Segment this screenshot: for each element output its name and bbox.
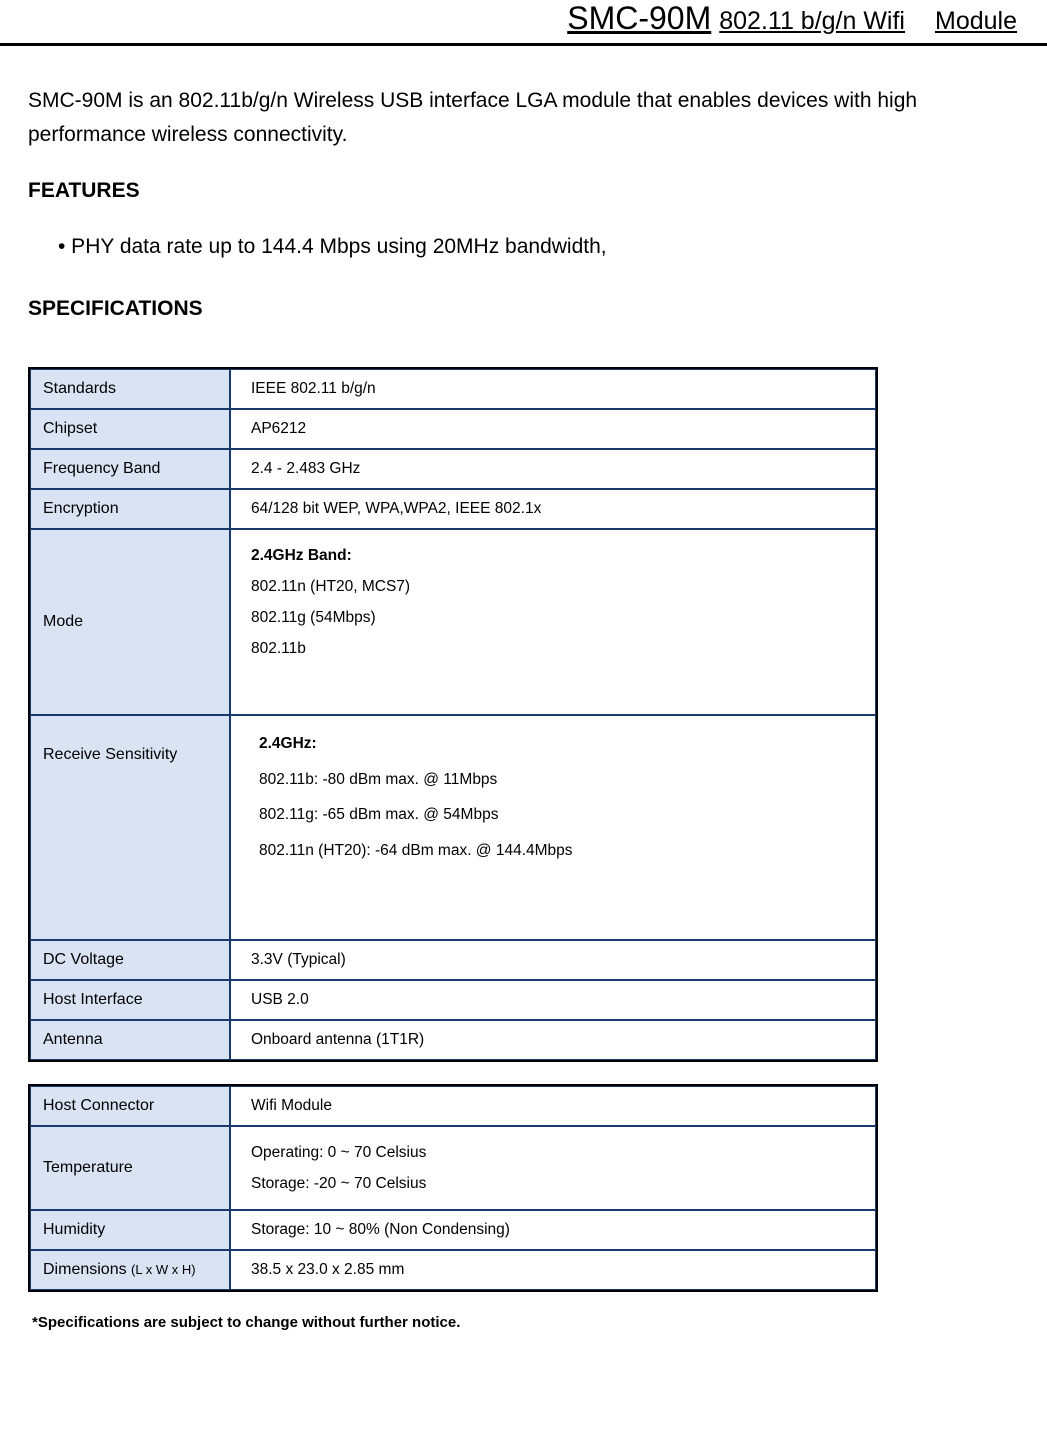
table-row: Frequency Band 2.4 - 2.483 GHz: [30, 449, 876, 489]
table-row-mode: Mode 2.4GHz Band: 802.11n (HT20, MCS7) 8…: [30, 529, 876, 715]
dim-sub: (L x W x H): [131, 1262, 196, 1277]
table-row: Host Connector Wifi Module: [30, 1086, 876, 1126]
mode-heading: 2.4GHz Band:: [251, 540, 855, 571]
spec-label: Antenna: [30, 1020, 230, 1060]
header-subtitle-right: Module: [935, 7, 1017, 36]
table-row: Encryption 64/128 bit WEP, WPA,WPA2, IEE…: [30, 489, 876, 529]
mode-line: 802.11g (54Mbps): [251, 602, 855, 633]
spec-label-dimensions: Dimensions (L x W x H): [30, 1250, 230, 1290]
spec-label: Frequency Band: [30, 449, 230, 489]
features-title: FEATURES: [28, 179, 1019, 203]
intro-paragraph: SMC-90M is an 802.11b/g/n Wireless USB i…: [28, 84, 1019, 151]
spec-value: Storage: 10 ~ 80% (Non Condensing): [230, 1210, 876, 1250]
spec-value: AP6212: [230, 409, 876, 449]
spec-label: Encryption: [30, 489, 230, 529]
sensitivity-line: 802.11n (HT20): -64 dBm max. @ 144.4Mbps: [259, 833, 855, 869]
spec-label: Chipset: [30, 409, 230, 449]
spec-value: 38.5 x 23.0 x 2.85 mm: [230, 1250, 876, 1290]
sensitivity-line: 802.11g: -65 dBm max. @ 54Mbps: [259, 797, 855, 833]
content-area: SMC-90M is an 802.11b/g/n Wireless USB i…: [0, 84, 1047, 1331]
table-row: Chipset AP6212: [30, 409, 876, 449]
spec-label: Standards: [30, 369, 230, 409]
specifications-title: SPECIFICATIONS: [28, 297, 1019, 321]
spec-label: DC Voltage: [30, 940, 230, 980]
table-row: Humidity Storage: 10 ~ 80% (Non Condensi…: [30, 1210, 876, 1250]
table-row-temperature: Temperature Operating: 0 ~ 70 Celsius St…: [30, 1126, 876, 1210]
table-row-dimensions: Dimensions (L x W x H) 38.5 x 23.0 x 2.8…: [30, 1250, 876, 1290]
spec-label: Humidity: [30, 1210, 230, 1250]
spec-value: 3.3V (Typical): [230, 940, 876, 980]
mode-line: 802.11b: [251, 633, 855, 664]
sensitivity-heading: 2.4GHz:: [259, 726, 855, 762]
header-model: SMC-90M: [567, 0, 711, 37]
spec-value-temperature: Operating: 0 ~ 70 Celsius Storage: -20 ~…: [230, 1126, 876, 1210]
spec-value: USB 2.0: [230, 980, 876, 1020]
spec-label: Host Connector: [30, 1086, 230, 1126]
table-row: DC Voltage 3.3V (Typical): [30, 940, 876, 980]
spec-value: Onboard antenna (1T1R): [230, 1020, 876, 1060]
sensitivity-line: 802.11b: -80 dBm max. @ 11Mbps: [259, 762, 855, 798]
spec-label: Temperature: [30, 1126, 230, 1210]
header-subtitle-mid: 802.11 b/g/n Wifi: [719, 7, 905, 36]
spec-label: Mode: [30, 529, 230, 715]
spec-value: 64/128 bit WEP, WPA,WPA2, IEEE 802.1x: [230, 489, 876, 529]
mode-line: 802.11n (HT20, MCS7): [251, 571, 855, 602]
table-row: Antenna Onboard antenna (1T1R): [30, 1020, 876, 1060]
spec-label: Host Interface: [30, 980, 230, 1020]
spec-label: Receive Sensitivity: [30, 715, 230, 940]
spec-value: 2.4 - 2.483 GHz: [230, 449, 876, 489]
dim-main: Dimensions: [43, 1261, 131, 1278]
page-header: SMC-90M 802.11 b/g/n Wifi Module: [0, 0, 1047, 46]
footnote: *Specifications are subject to change wi…: [32, 1314, 1019, 1331]
spec-table-2: Host Connector Wifi Module Temperature O…: [28, 1084, 878, 1292]
spec-value-sensitivity: 2.4GHz: 802.11b: -80 dBm max. @ 11Mbps 8…: [230, 715, 876, 940]
spec-table-1: Standards IEEE 802.11 b/g/n Chipset AP62…: [28, 367, 878, 1062]
table-row: Host Interface USB 2.0: [30, 980, 876, 1020]
table-row: Standards IEEE 802.11 b/g/n: [30, 369, 876, 409]
spec-value: Wifi Module: [230, 1086, 876, 1126]
spec-value: IEEE 802.11 b/g/n: [230, 369, 876, 409]
temperature-line: Storage: -20 ~ 70 Celsius: [251, 1168, 855, 1199]
spec-value-mode: 2.4GHz Band: 802.11n (HT20, MCS7) 802.11…: [230, 529, 876, 715]
temperature-line: Operating: 0 ~ 70 Celsius: [251, 1137, 855, 1168]
feature-item: • PHY data rate up to 144.4 Mbps using 2…: [58, 235, 1019, 259]
table-row-sensitivity: Receive Sensitivity 2.4GHz: 802.11b: -80…: [30, 715, 876, 940]
